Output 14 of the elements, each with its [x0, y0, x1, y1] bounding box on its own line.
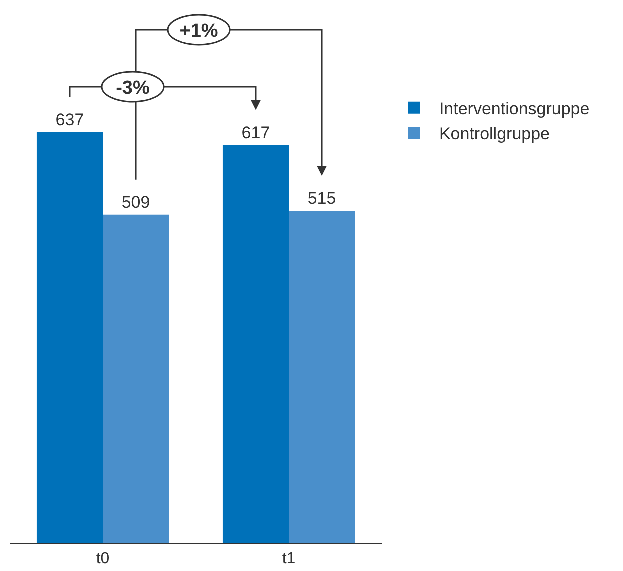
data-label: 515 [308, 189, 336, 208]
bar [36, 132, 103, 543]
bar [222, 145, 289, 543]
text: +1% [180, 21, 218, 42]
data-label: 509 [122, 192, 150, 212]
x-tick-label: t0 [96, 550, 110, 568]
legend-label: Kontrollgruppe [439, 124, 550, 144]
data-label: 637 [56, 110, 84, 130]
x-tick-label: t1 [282, 550, 296, 568]
text: -3% [116, 78, 150, 99]
legend-label: Interventionsgruppe [439, 99, 590, 118]
bar [289, 211, 356, 543]
bar [103, 214, 170, 543]
data-label: 617 [242, 123, 270, 142]
